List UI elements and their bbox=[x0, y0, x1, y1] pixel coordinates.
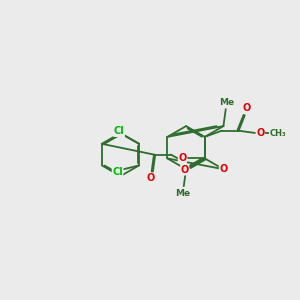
Text: O: O bbox=[219, 164, 228, 174]
Text: O: O bbox=[243, 103, 251, 113]
Text: Me: Me bbox=[219, 98, 234, 107]
Text: Me: Me bbox=[176, 189, 190, 198]
Text: O: O bbox=[181, 165, 189, 175]
Text: O: O bbox=[147, 173, 155, 184]
Text: Cl: Cl bbox=[114, 127, 124, 136]
Text: Cl: Cl bbox=[112, 167, 123, 177]
Text: O: O bbox=[256, 128, 264, 138]
Text: CH₃: CH₃ bbox=[270, 128, 286, 137]
Text: O: O bbox=[178, 153, 187, 163]
